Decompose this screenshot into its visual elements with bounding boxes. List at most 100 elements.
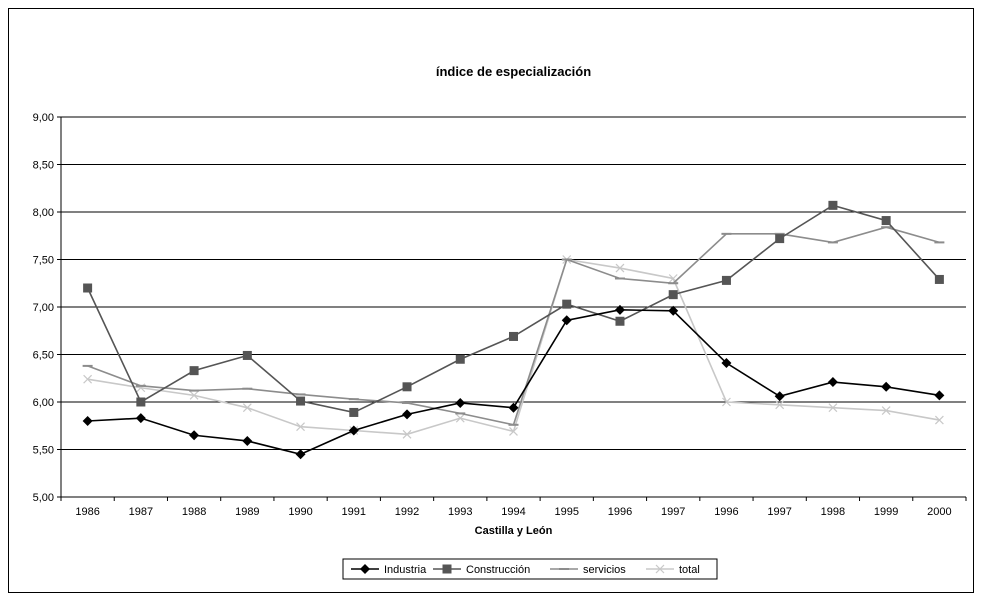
- legend-box: [342, 558, 718, 580]
- x-tick-label: 1986: [75, 506, 99, 518]
- gridlines: [57, 116, 966, 498]
- x-stroke: [509, 427, 518, 436]
- data-point-construcci-n: [509, 331, 518, 341]
- data-point-total: [83, 374, 93, 384]
- legend-marker: [442, 564, 452, 574]
- legend-item-industria: Industria: [351, 564, 427, 576]
- y-tick-label: 6,50: [33, 350, 54, 362]
- x-stroke: [881, 406, 891, 415]
- data-point-total: [296, 422, 305, 432]
- x-stroke: [655, 564, 665, 574]
- legend-item-construcci-n: Construcción: [433, 564, 530, 576]
- data-point-industria: [82, 416, 93, 426]
- x-tick-label: 1992: [395, 506, 419, 518]
- legend-label: Construcción: [466, 564, 530, 576]
- data-point-industria: [402, 409, 413, 420]
- x-tick-label: 1987: [129, 506, 153, 518]
- series-total: [83, 255, 944, 439]
- x-tick-label: 2000: [927, 506, 951, 518]
- data-point-industria: [668, 305, 679, 316]
- data-point-construcci-n: [828, 200, 838, 210]
- x-tick-label: 1997: [767, 506, 791, 518]
- x-stroke: [455, 413, 465, 423]
- data-point-construcci-n: [83, 283, 93, 293]
- series-servicios: [82, 226, 945, 426]
- data-point-industria: [881, 381, 892, 392]
- data-point-industria: [348, 425, 359, 436]
- x-tick-label: 1997: [661, 506, 685, 518]
- data-point-construcci-n: [934, 274, 944, 284]
- x-stroke: [615, 263, 625, 273]
- x-tick-label: 1989: [235, 506, 259, 518]
- data-point-construcci-n: [189, 366, 199, 376]
- legend-marker: [655, 564, 665, 574]
- data-point-total: [402, 429, 412, 439]
- data-point-total: [828, 403, 838, 413]
- series-group: [82, 200, 945, 460]
- y-tick-label: 8,50: [33, 160, 54, 172]
- x-tick-label: 1988: [182, 506, 206, 518]
- data-point-construcci-n: [455, 354, 465, 364]
- data-point-industria: [242, 435, 253, 446]
- x-stroke: [828, 403, 838, 413]
- series-industria: [82, 304, 945, 460]
- data-point-construcci-n: [402, 382, 412, 392]
- data-point-industria: [934, 390, 945, 401]
- legend-label: total: [679, 564, 700, 576]
- x-tick-labels: 1986 1987 1988 1989 1990 1991 1992 1993 1994 1995…: [75, 506, 951, 518]
- y-tick-label: 9,00: [33, 112, 54, 124]
- legend-item-total: total: [646, 564, 700, 576]
- x-tick-label: 1995: [554, 506, 578, 518]
- y-tick-label: 8,00: [33, 207, 54, 219]
- data-point-industria: [614, 304, 625, 315]
- x-tick-label: 1999: [874, 506, 898, 518]
- y-tick-label: 6,00: [33, 397, 54, 409]
- data-point-total: [934, 415, 944, 425]
- x-stroke: [402, 429, 412, 439]
- series-line-construcci-n: [86, 204, 940, 414]
- x-stroke: [296, 422, 305, 432]
- y-tick-label: 7,00: [33, 302, 54, 314]
- legend-label: Industria: [384, 564, 427, 576]
- data-point-industria: [295, 449, 306, 460]
- x-tick-label: 1991: [342, 506, 366, 518]
- data-point-total: [722, 397, 731, 407]
- x-tick-label: 1998: [821, 506, 845, 518]
- data-point-total: [775, 400, 785, 410]
- data-point-industria: [827, 377, 838, 388]
- data-point-industria: [774, 391, 785, 402]
- x-tick-label: 1996: [714, 506, 738, 518]
- data-point-construcci-n: [296, 396, 306, 406]
- y-tick-label: 5,50: [33, 445, 54, 457]
- x-axis-title: Castilla y León: [475, 525, 553, 537]
- data-point-construcci-n: [721, 275, 731, 285]
- data-point-total: [189, 390, 199, 400]
- legend-marker: [360, 564, 370, 574]
- legend-item-servicios: servicios: [550, 564, 626, 576]
- data-point-industria: [721, 358, 732, 369]
- chart-frame: índice de especialización 5,00 5,50 6,00 6,…: [8, 8, 974, 593]
- data-point-construcci-n: [136, 397, 146, 407]
- x-stroke: [242, 403, 252, 413]
- data-point-total: [881, 406, 891, 415]
- data-point-construcci-n: [881, 216, 891, 226]
- data-point-industria: [455, 397, 466, 408]
- x-stroke: [775, 400, 785, 410]
- x-stroke: [83, 374, 93, 384]
- legend-label: servicios: [583, 564, 626, 576]
- x-stroke: [189, 390, 199, 400]
- data-point-construcci-n: [242, 350, 252, 360]
- series-line-servicios: [87, 226, 940, 426]
- data-point-industria: [135, 413, 146, 424]
- x-stroke: [934, 415, 944, 425]
- data-point-industria: [508, 402, 519, 413]
- data-point-total: [455, 413, 465, 423]
- data-point-total: [615, 263, 625, 273]
- y-tick-labels: 5,00 5,50 6,00 6,50 7,00 7,50 8,00 8,50 9,00: [33, 112, 54, 504]
- y-tick-label: 5,00: [33, 492, 54, 504]
- data-point-construcci-n: [775, 234, 785, 244]
- x-tick-label: 1990: [288, 506, 312, 518]
- data-point-construcci-n: [562, 299, 572, 309]
- series-construcci-n: [83, 200, 944, 417]
- chart-title: índice de especialización: [436, 64, 591, 79]
